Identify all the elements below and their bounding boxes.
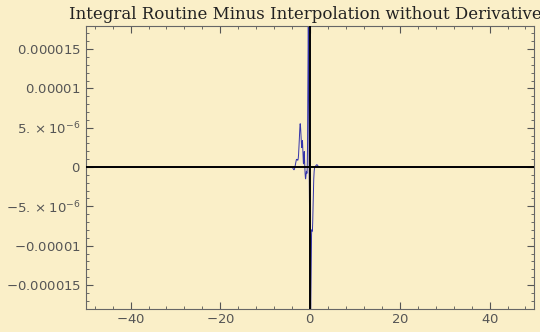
Title: Integral Routine Minus Interpolation without Derivatives: Integral Routine Minus Interpolation wit…: [70, 6, 540, 23]
